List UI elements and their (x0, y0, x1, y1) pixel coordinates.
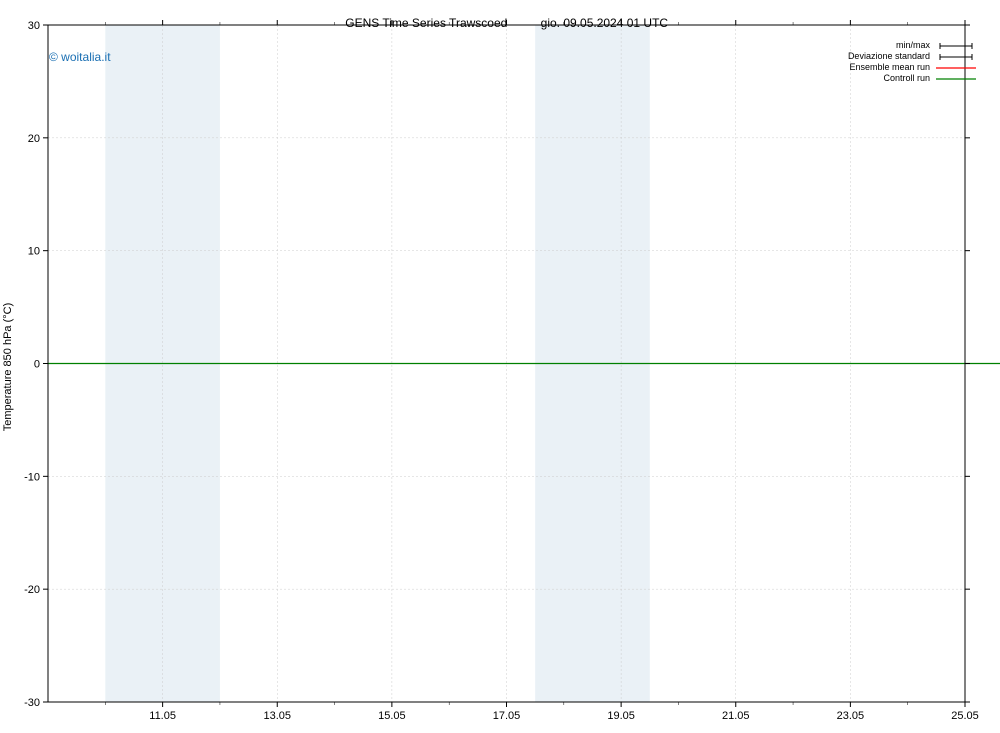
y-tick-label: -30 (24, 697, 40, 709)
y-tick-label: 10 (28, 246, 40, 258)
x-tick-label: 15.05 (378, 710, 406, 722)
y-tick-label: -20 (24, 584, 40, 596)
x-tick-label: 19.05 (607, 710, 635, 722)
x-tick-label: 13.05 (263, 710, 291, 722)
title-series: GENS Time Series Trawscoed (345, 16, 507, 30)
legend-sample (934, 63, 978, 73)
legend-label: min/max (896, 40, 930, 51)
y-tick-label: -10 (24, 471, 40, 483)
x-tick-label: 11.05 (149, 710, 176, 722)
legend-label: Controll run (883, 73, 930, 84)
x-tick-label: 23.05 (837, 710, 865, 722)
title-timestamp: gio. 09.05.2024 01 UTC (541, 16, 668, 30)
legend-item: Deviazione standard (848, 51, 978, 62)
chart-svg: -30-20-10010203011.0513.0515.0517.0519.0… (0, 0, 1000, 733)
legend-sample (934, 74, 978, 84)
legend-item: Ensemble mean run (848, 62, 978, 73)
x-tick-label: 25.05 (951, 710, 979, 722)
legend: min/maxDeviazione standardEnsemble mean … (848, 40, 978, 84)
chart-title: GENS Time Series Trawscoed gio. 09.05.20… (0, 2, 1000, 44)
legend-sample (934, 41, 978, 51)
y-tick-label: 20 (28, 133, 40, 145)
y-tick-label: 0 (34, 359, 40, 371)
legend-label: Deviazione standard (848, 51, 930, 62)
watermark-text: © woitalia.it (49, 50, 111, 64)
y-axis-label: Temperature 850 hPa (°C) (2, 238, 14, 367)
legend-item: Controll run (848, 73, 978, 84)
x-tick-label: 21.05 (722, 710, 750, 722)
legend-label: Ensemble mean run (849, 62, 930, 73)
x-tick-label: 17.05 (493, 710, 521, 722)
legend-item: min/max (848, 40, 978, 51)
chart-container: -30-20-10010203011.0513.0515.0517.0519.0… (0, 0, 1000, 733)
legend-sample (934, 52, 978, 62)
